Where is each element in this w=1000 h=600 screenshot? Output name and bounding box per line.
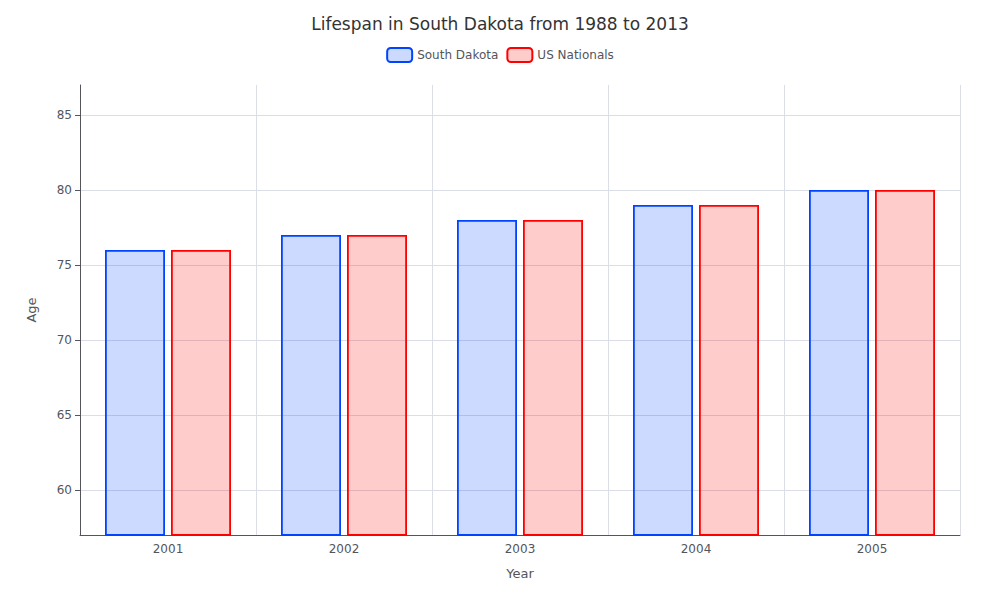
svg-text:Lifespan in South Dakota from: Lifespan in South Dakota from 1988 to 20… xyxy=(311,14,689,34)
svg-text:65: 65 xyxy=(57,408,72,422)
svg-text:70: 70 xyxy=(57,333,72,347)
svg-text:60: 60 xyxy=(57,483,72,497)
svg-text:US Nationals: US Nationals xyxy=(537,48,613,62)
svg-text:75: 75 xyxy=(57,258,72,272)
svg-text:2005: 2005 xyxy=(857,542,888,556)
svg-text:2003: 2003 xyxy=(505,542,536,556)
svg-text:South Dakota: South Dakota xyxy=(417,48,498,62)
svg-text:2001: 2001 xyxy=(153,542,184,556)
svg-text:85: 85 xyxy=(57,108,72,122)
svg-text:80: 80 xyxy=(57,183,72,197)
svg-text:2002: 2002 xyxy=(329,542,360,556)
svg-text:2004: 2004 xyxy=(681,542,712,556)
svg-text:Year: Year xyxy=(505,566,534,581)
svg-text:Age: Age xyxy=(24,297,39,322)
